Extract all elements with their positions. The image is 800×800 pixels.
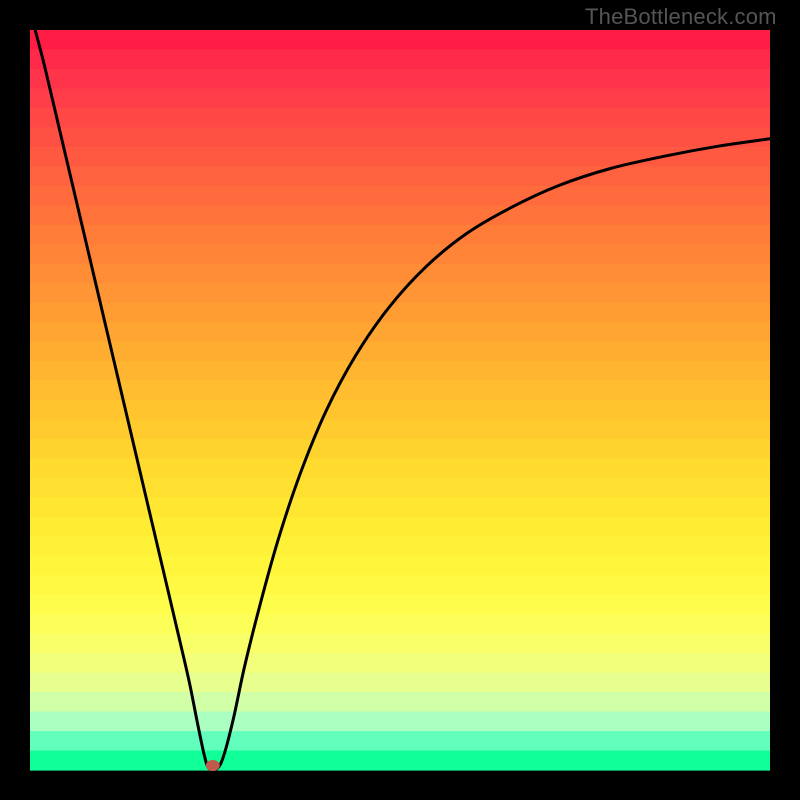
watermark-text: TheBottleneck.com — [585, 4, 777, 30]
chart-svg — [0, 0, 800, 800]
optimal-point-marker — [206, 760, 220, 771]
gradient-background — [30, 30, 770, 771]
chart-container: TheBottleneck.com — [0, 0, 800, 800]
